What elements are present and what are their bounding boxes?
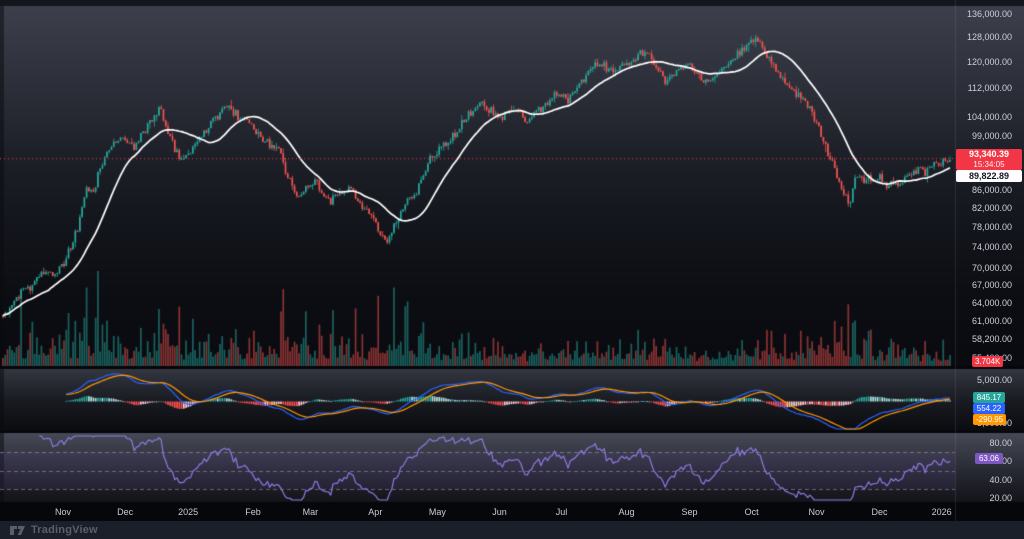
macd-signal-badge: -290.95 [973,414,1007,425]
tradingview-watermark[interactable]: TradingView [31,524,98,536]
macd-line-badge: 554.22 [973,403,1005,414]
last-price-badge: 93,340.39 15:34:05 [956,149,1022,170]
bottom-bar: TradingView [0,521,1024,539]
chart-canvas[interactable] [0,0,1024,521]
macd-histogram-badge: 845.17 [973,392,1005,403]
volume-value-badge: 3.704K [972,356,1004,367]
ma-value-badge: 89,822.89 [956,170,1022,182]
last-price-value: 93,340.39 [968,149,1010,159]
tradingview-logo-icon[interactable] [10,525,25,535]
bar-countdown: 15:34:05 [973,160,1005,169]
rsi-value-badge: 63.06 [975,453,1003,464]
